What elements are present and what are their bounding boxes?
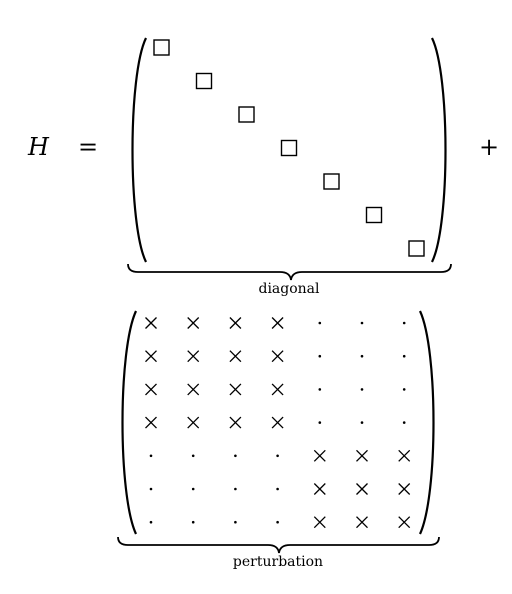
perturbation-left-paren	[121, 310, 137, 535]
dot-entry-r5-c1	[149, 454, 153, 458]
cross-entry-r5-c6	[356, 449, 368, 462]
diagonal-label: diagonal	[258, 281, 320, 297]
diagonal-square-3	[238, 106, 255, 123]
cross-entry-r3-c2	[187, 383, 200, 396]
dot-entry-r6-c3	[234, 487, 237, 491]
dot-entry-r4-c5	[318, 421, 322, 424]
cross-entry-r7-c7	[398, 516, 411, 529]
cross-entry-r6-c5	[313, 483, 326, 495]
dot-entry-r2-c5	[318, 354, 322, 358]
cross-entry-r1-c3	[229, 317, 242, 329]
dot-entry-r5-c4	[276, 454, 279, 458]
cross-entry-r6-c7	[398, 483, 411, 495]
cross-entry-r2-c4	[271, 350, 284, 363]
dot-entry-r5-c3	[234, 454, 237, 458]
perturbation-underbrace	[117, 536, 440, 554]
cross-entry-r7-c5	[313, 516, 326, 529]
cross-entry-r5-c5	[313, 449, 326, 462]
perturbation-right-paren	[419, 310, 435, 535]
diagonal-entries	[153, 39, 425, 257]
perturbation-entries	[145, 317, 411, 529]
dot-entry-r7-c1	[149, 520, 153, 524]
plus-sign: +	[479, 133, 499, 161]
cross-entry-r4-c1	[145, 416, 157, 429]
cross-entry-r4-c4	[271, 416, 284, 429]
diagonal-square-6	[365, 206, 383, 224]
dot-entry-r7-c4	[276, 520, 279, 524]
dot-entry-r6-c1	[149, 487, 153, 491]
cross-entry-r2-c2	[187, 350, 200, 363]
dot-entry-r6-c2	[191, 487, 195, 491]
dot-entry-r2-c6	[360, 354, 364, 358]
diagonal-underbrace	[127, 263, 452, 281]
equals-sign: =	[78, 133, 98, 161]
diagonal-left-paren	[131, 37, 147, 263]
cross-entry-r1-c2	[187, 317, 200, 329]
cross-entry-r1-c4	[271, 317, 284, 329]
dot-entry-r1-c5	[318, 321, 322, 325]
dot-entry-r3-c5	[318, 388, 322, 391]
diagonal-square-4	[280, 139, 298, 157]
cross-entry-r2-c1	[145, 350, 157, 363]
cross-entry-r1-c1	[145, 317, 157, 329]
diagonal-square-1	[153, 39, 170, 56]
cross-entry-r5-c7	[398, 449, 411, 462]
diagonal-square-5	[323, 173, 340, 190]
dot-entry-r1-c7	[402, 321, 406, 325]
dot-entry-r7-c2	[191, 520, 195, 524]
dot-entry-r2-c7	[402, 354, 406, 358]
diagonal-square-2	[195, 72, 213, 90]
dot-entry-r7-c3	[234, 520, 237, 524]
dot-entry-r6-c4	[276, 487, 279, 491]
cross-entry-r4-c2	[187, 416, 200, 429]
cross-entry-r3-c3	[229, 383, 242, 396]
dot-entry-r4-c7	[402, 421, 406, 424]
cross-entry-r4-c3	[229, 416, 242, 429]
cross-entry-r7-c6	[356, 516, 368, 529]
dot-entry-r5-c2	[191, 454, 195, 458]
dot-entry-r3-c6	[360, 388, 364, 391]
cross-entry-r3-c1	[145, 383, 157, 396]
lhs-symbol: H	[27, 133, 50, 161]
dot-entry-r1-c6	[360, 321, 364, 325]
dot-entry-r3-c7	[402, 388, 406, 391]
cross-entry-r6-c6	[356, 483, 368, 495]
perturbation-label: perturbation	[233, 554, 323, 570]
cross-entry-r2-c3	[229, 350, 242, 363]
diagonal-right-paren	[431, 37, 447, 263]
cross-entry-r3-c4	[271, 383, 284, 396]
diagonal-square-7	[408, 240, 425, 257]
dot-entry-r4-c6	[360, 421, 364, 424]
